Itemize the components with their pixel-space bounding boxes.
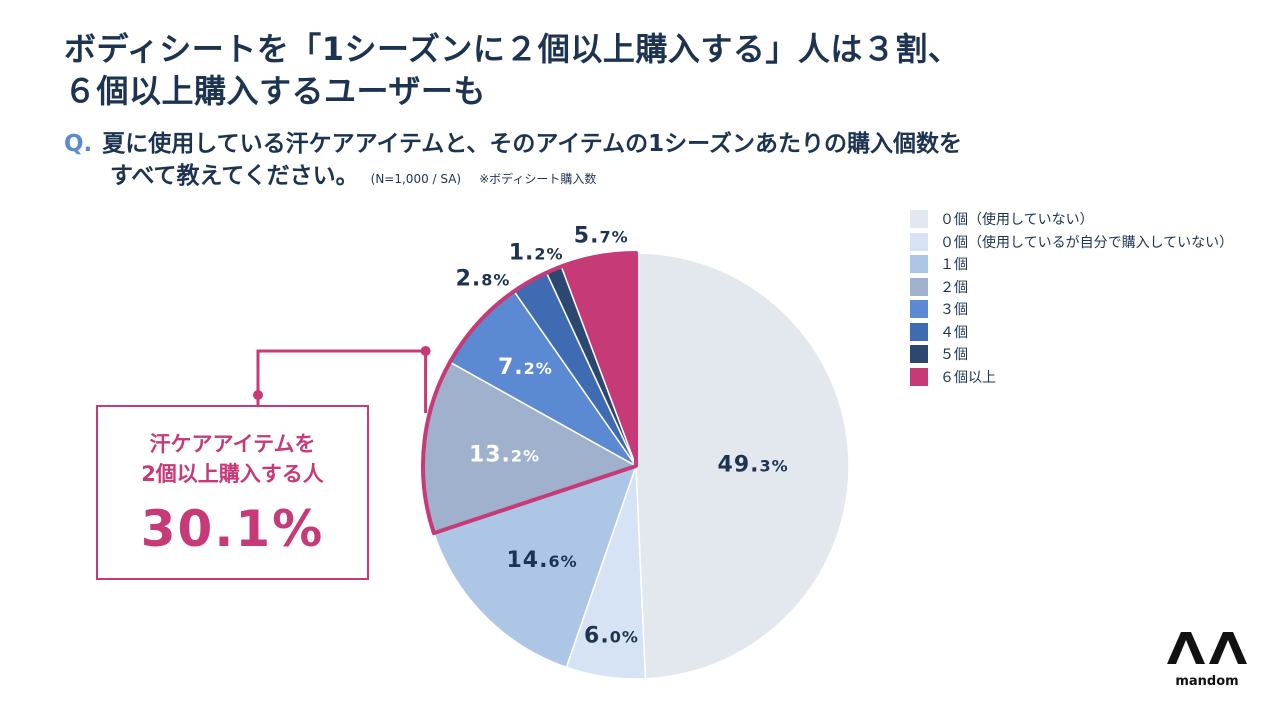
callout-connector [256,349,428,413]
legend-swatch-2 [910,255,928,274]
sample-size-note: (N=1,000 / SA) [370,172,462,186]
highlight-group-outline [421,251,638,536]
legend-swatch-5 [910,322,928,341]
pie-label-6: 1.2% [509,241,564,266]
legend-item-0: ０個（使用していない） [910,208,1233,231]
legend-swatch-6 [910,345,928,364]
legend-item-3: ２個 [910,276,1233,299]
pie-label-1: 6.0% [584,624,639,649]
legend-item-6: ５個 [910,343,1233,366]
brand-name: mandom [1175,674,1239,689]
legend-swatch-7 [910,367,928,386]
legend-swatch-3 [910,277,928,296]
pie-label-0: 49.3% [718,452,789,477]
legend-item-4: ３個 [910,298,1233,321]
title-line-2: ６個以上購入するユーザーも [64,72,486,110]
callout-box: 汗ケアアイテムを 2個以上購入する人 30.1% [96,405,369,580]
scope-note: ※ボディシート購入数 [479,172,597,186]
pie-label-5: 2.8% [456,266,511,291]
callout-line-1: 汗ケアアイテムを [149,432,316,456]
survey-question: Q. 夏に使用している汗ケアアイテムと、そのアイテムの1シーズンあたりの購入個数を… [64,128,1244,195]
question-line-1: 夏に使用している汗ケアアイテムと、そのアイテムの1シーズンあたりの購入個数を [102,131,962,157]
brand-logo: mandom [1162,628,1252,689]
legend-item-1: ０個（使用しているが自分で購入していない） [910,231,1233,254]
mandom-logo-icon [1167,632,1247,664]
title-line-1: ボディシートを「1シーズンに２個以上購入する」人は３割、 [64,30,961,68]
chart-legend: ０個（使用していない） ０個（使用しているが自分で購入していない） １個 ２個 ３個 ４個… [910,208,1233,388]
legend-label-7: ６個以上 [940,369,996,386]
legend-swatch-4 [910,300,928,319]
legend-label-2: １個 [940,257,968,274]
legend-swatch-0 [910,210,928,229]
pie-label-4: 7.2% [498,355,553,380]
connector-dot-1 [420,346,431,356]
pie-label-2: 14.6% [506,548,577,573]
pie-label-3: 13.2% [469,443,540,468]
pie-label-7: 5.7% [574,223,629,248]
legend-item-5: ４個 [910,321,1233,344]
legend-label-0: ０個（使用していない） [940,212,1094,229]
legend-label-5: ４個 [940,324,968,341]
connector-dot-0 [253,390,263,400]
question-mark: Q. [64,131,93,157]
callout-line-2: 2個以上購入する人 [141,462,324,486]
pie-slice-0 [635,252,850,680]
legend-label-4: ３個 [940,302,968,319]
legend-item-7: ６個以上 [910,366,1233,389]
callout-value: 30.1% [140,500,325,558]
pie-slices [422,252,850,680]
legend-label-1: ０個（使用しているが自分で購入していない） [940,234,1234,251]
highlight-outline [253,251,638,536]
pie-labels: 49.3% 6.0% 14.6% 13.2% 7.2% 2.8%1.2% 5.7% [456,223,789,649]
legend-label-3: ２個 [940,279,968,296]
question-line-2: すべて教えてください。 [110,163,359,189]
page-title: ボディシートを「1シーズンに２個以上購入する」人は３割、 ６個以上購入するユーザ… [64,28,1244,112]
legend-swatch-1 [910,232,928,251]
legend-item-2: １個 [910,253,1233,276]
legend-label-6: ５個 [940,347,968,364]
